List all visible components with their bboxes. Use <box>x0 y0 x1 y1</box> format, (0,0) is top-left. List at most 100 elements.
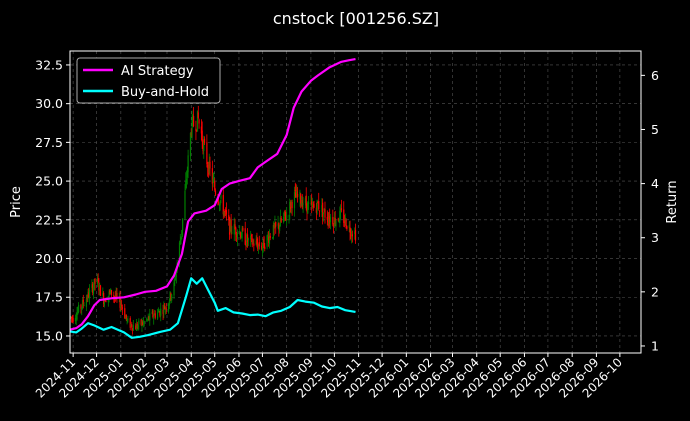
candle-body <box>225 210 228 215</box>
candle-body <box>108 291 110 297</box>
candle-body <box>280 217 282 222</box>
candle-body <box>252 241 254 243</box>
candle-body <box>220 195 222 199</box>
candle-body <box>208 161 210 173</box>
candle-body <box>317 202 319 203</box>
candle-body <box>340 208 343 211</box>
candle-body <box>96 277 98 284</box>
candle-body <box>289 202 292 209</box>
candle-body <box>285 217 287 220</box>
candle-body <box>348 225 350 228</box>
candle-body <box>141 321 143 327</box>
candle-body <box>97 279 99 281</box>
candle-body <box>310 203 312 205</box>
candle-body <box>174 278 176 281</box>
candle-body <box>157 312 159 319</box>
candle-body <box>131 324 133 328</box>
candle-body <box>140 319 142 325</box>
candlestick-layer <box>70 105 357 335</box>
candle-body <box>256 238 258 245</box>
candle-body <box>354 229 357 241</box>
candle-body <box>164 307 167 309</box>
candle-body <box>316 200 318 211</box>
candle-body <box>262 239 264 247</box>
candle-body <box>283 211 285 217</box>
candle-body <box>313 204 315 208</box>
candle-body <box>171 294 173 301</box>
candle-body <box>350 234 353 236</box>
candle-body <box>291 201 293 209</box>
candle-body <box>290 201 292 207</box>
candle-body <box>349 227 351 233</box>
candle-body <box>120 305 122 308</box>
left-tick-label: 32.5 <box>35 57 63 72</box>
candle-body <box>235 227 237 235</box>
series-layer <box>69 58 356 339</box>
right-tick-label: 2 <box>651 284 659 299</box>
candle-body <box>267 236 269 237</box>
legend-label-ai-strategy: AI Strategy <box>121 64 194 79</box>
candle-body <box>214 181 216 190</box>
candle-body <box>334 217 336 224</box>
candle-body <box>311 204 314 208</box>
candle-body <box>236 232 238 239</box>
candle-body <box>168 301 170 306</box>
candle-body <box>229 220 231 233</box>
candle-body <box>340 209 342 213</box>
candle-body <box>116 293 118 297</box>
candle-body <box>143 321 145 323</box>
candle-body <box>245 245 247 246</box>
candle-body <box>277 223 279 226</box>
candle-body <box>209 161 211 169</box>
candle-body <box>192 115 195 127</box>
candle-body <box>207 164 209 168</box>
candle-body <box>332 217 334 225</box>
candle-body <box>219 200 221 206</box>
candle-body <box>82 299 84 305</box>
candle-body <box>135 323 138 331</box>
candle-body <box>148 316 150 320</box>
candle-body <box>240 236 242 239</box>
candle-body <box>339 210 341 223</box>
candle-body <box>185 179 188 182</box>
left-tick-label: 25.0 <box>35 174 63 189</box>
candle-body <box>211 168 213 184</box>
right-tick-label: 6 <box>651 68 659 83</box>
candle-body <box>218 204 220 206</box>
candle-body <box>272 224 274 239</box>
candle-body <box>160 308 162 316</box>
candle-body <box>197 112 199 118</box>
candle-body <box>76 312 78 320</box>
series-line-ai-strategy <box>69 58 356 331</box>
candle-body <box>88 292 90 298</box>
candle-body <box>165 307 167 310</box>
candle-body <box>318 210 321 212</box>
candle-body <box>224 210 226 212</box>
candle-body <box>279 226 281 231</box>
candle-body <box>304 198 307 204</box>
candle-body <box>239 232 242 239</box>
candle-body <box>297 193 299 197</box>
candle-body <box>250 235 252 240</box>
candle-body <box>113 295 115 297</box>
candle-body <box>162 309 164 314</box>
candle-body <box>246 234 249 242</box>
candle-body <box>230 219 232 232</box>
candle-body <box>142 322 144 325</box>
left-axis-label: Price <box>9 186 24 218</box>
candle-body <box>153 316 155 319</box>
candle-body <box>247 238 249 241</box>
candle-body <box>88 289 91 299</box>
candle-body <box>333 216 335 227</box>
candle-body <box>242 227 244 231</box>
candle-body <box>70 316 72 318</box>
candle-body <box>236 233 238 237</box>
candle-body <box>181 230 183 236</box>
candle-body <box>81 300 84 309</box>
candle-body <box>78 304 80 312</box>
candle-body <box>126 319 128 321</box>
left-tick-label: 22.5 <box>35 212 63 227</box>
candle-body <box>223 211 225 216</box>
candle-body <box>110 288 112 294</box>
candle-body <box>170 293 172 299</box>
